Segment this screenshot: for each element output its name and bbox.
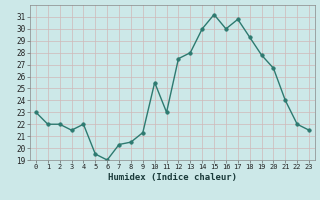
X-axis label: Humidex (Indice chaleur): Humidex (Indice chaleur) (108, 173, 237, 182)
